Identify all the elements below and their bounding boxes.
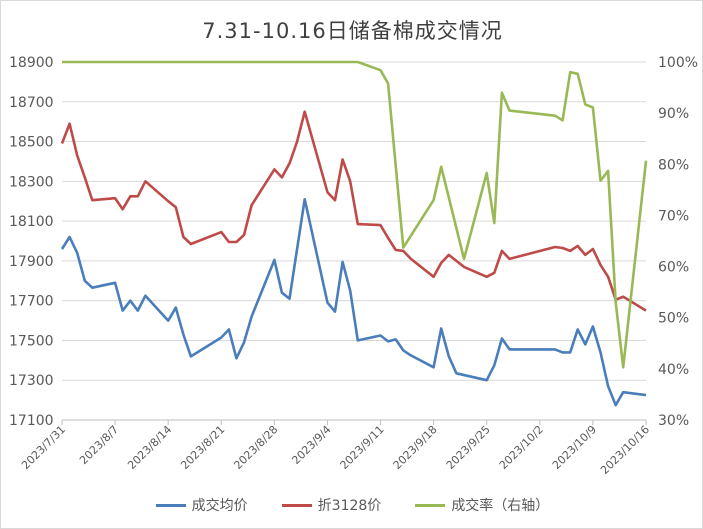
series-line-1 [60, 110, 647, 312]
chart-title: 7.31-10.16日储备棉成交情况 [202, 19, 503, 43]
x-tick-label: 2023/10/2 [497, 423, 546, 472]
y-left-tick-label: 17700 [9, 294, 54, 310]
y-right-tick-label: 60% [658, 260, 689, 276]
y-left-tick-label: 18900 [9, 55, 54, 71]
x-tick-label: 2023/8/7 [77, 423, 121, 467]
x-tick-label: 2023/8/14 [125, 423, 174, 472]
legend-label: 折3128价 [317, 498, 382, 514]
legend-swatch [281, 503, 312, 507]
legend-item-deal-rate: 成交率（右轴） [415, 495, 549, 515]
y-right-tick-label: 80% [658, 157, 689, 173]
y-right-tick-label: 90% [658, 106, 689, 122]
x-tick-label: 2023/8/21 [178, 423, 227, 472]
y-left-tick-label: 18100 [9, 214, 54, 230]
legend-swatch [155, 503, 186, 507]
legend-label: 成交率（右轴） [451, 498, 550, 514]
y-left-tick-label: 17900 [9, 254, 54, 270]
x-tick-label: 2023/7/31 [19, 423, 68, 472]
y-left-tick-label: 17500 [9, 333, 54, 349]
y-left-tick-label: 17300 [9, 373, 54, 389]
x-tick-label: 2023/9/11 [338, 423, 387, 472]
x-tick-label: 2023/9/18 [391, 423, 440, 472]
legend-label: 成交均价 [191, 498, 248, 514]
y-left-tick-label: 18700 [9, 95, 54, 111]
legend: 成交均价 折3128价 成交率（右轴） [1, 495, 702, 515]
y-left-tick-label: 17100 [9, 413, 54, 429]
legend-item-3128-price: 折3128价 [281, 495, 382, 515]
legend-item-avg-price: 成交均价 [155, 495, 248, 515]
y-left-tick-label: 18300 [9, 174, 54, 190]
y-left-tick-label: 18500 [9, 135, 54, 151]
y-right-tick-label: 30% [658, 413, 689, 429]
x-tick-label: 2023/9/25 [444, 423, 493, 472]
x-tick-label: 2023/9/4 [289, 423, 333, 467]
y-right-tick-label: 70% [658, 208, 689, 224]
y-right-tick-label: 40% [658, 362, 689, 378]
x-tick-label: 2023/8/28 [231, 423, 280, 472]
x-tick-label: 2023/10/16 [598, 423, 652, 477]
y-right-tick-label: 50% [658, 311, 689, 327]
series-line-0 [60, 197, 647, 407]
y-right-tick-label: 100% [658, 55, 698, 71]
x-tick-label: 2023/10/9 [550, 423, 599, 472]
legend-swatch [415, 503, 446, 507]
